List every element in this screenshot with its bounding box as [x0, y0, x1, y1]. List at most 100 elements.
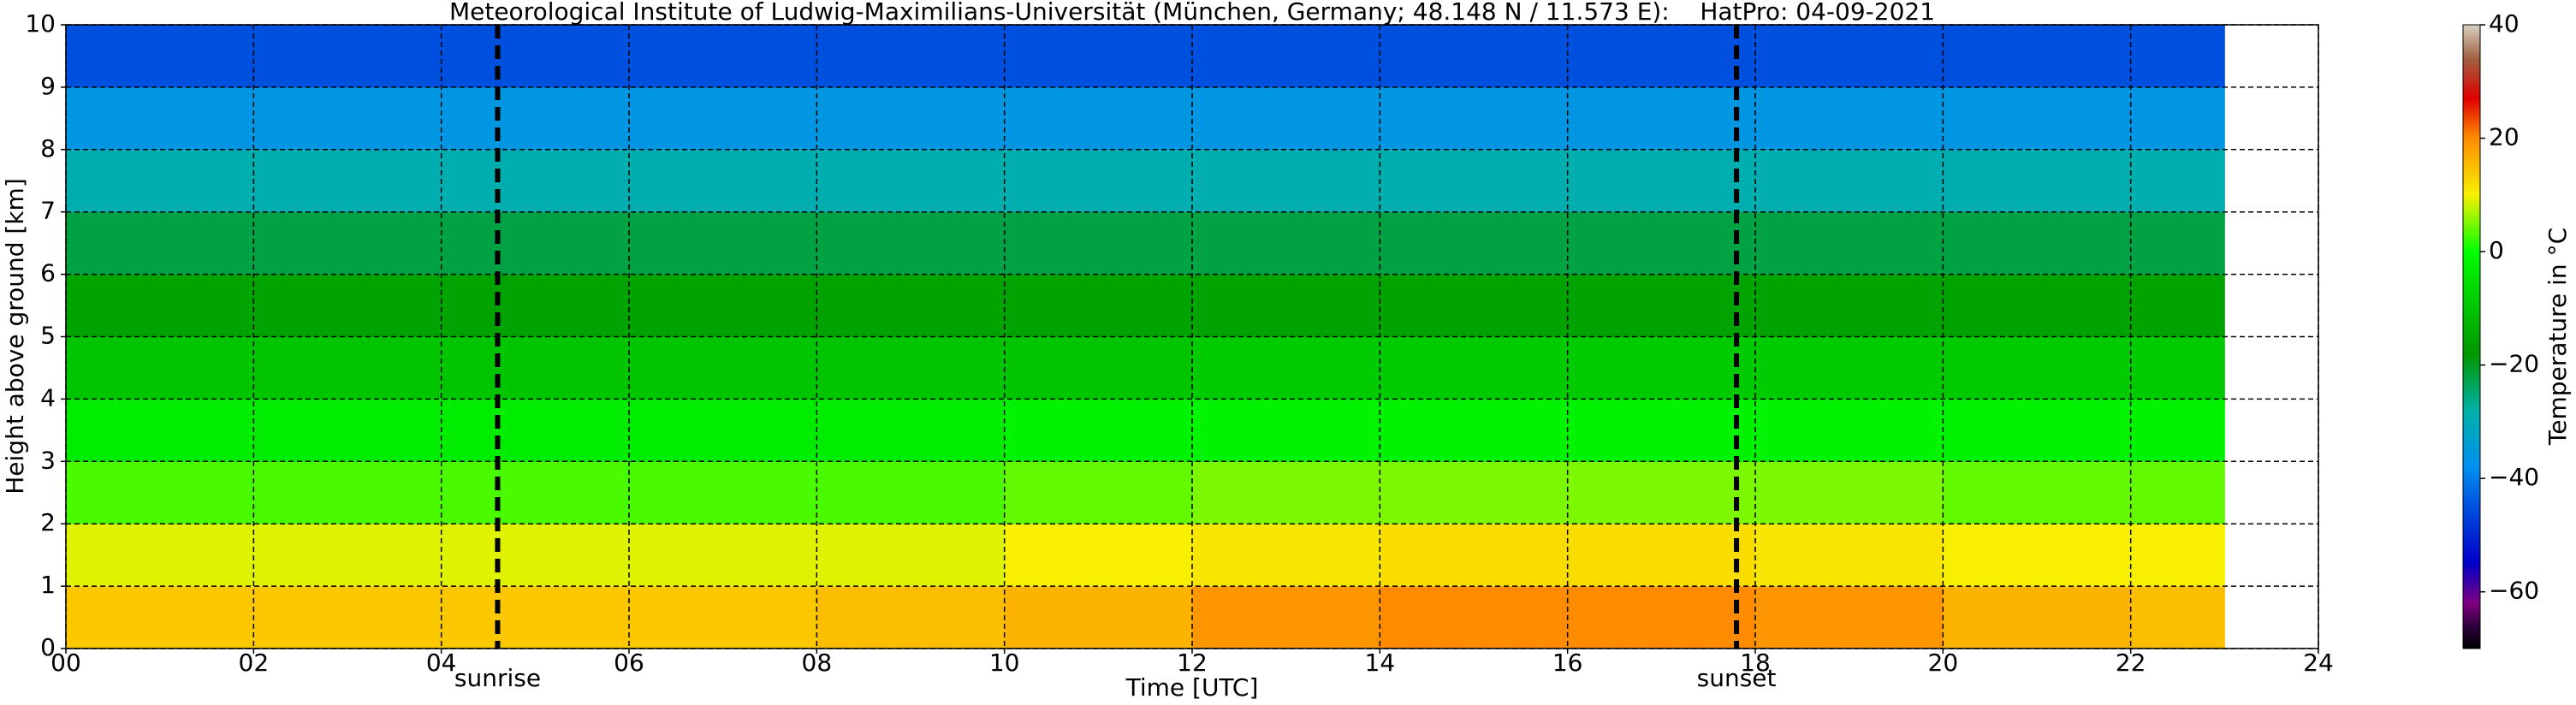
heatmap-cell: [2130, 211, 2225, 275]
heatmap-cell: [1943, 149, 2132, 213]
heatmap-cell: [1380, 86, 1569, 151]
plot-frame: [65, 24, 2319, 649]
heatmap-cell: [1004, 586, 1193, 649]
heatmap-cell: [629, 274, 817, 337]
heatmap-cell: [1943, 399, 2132, 462]
heatmap-cell: [1755, 399, 1944, 462]
heatmap-cell: [441, 524, 630, 587]
heatmap-cell: [2130, 586, 2225, 649]
x-tick-label: 10: [989, 649, 1020, 677]
y-tick-label: 9: [40, 72, 56, 100]
heatmap-cell: [1755, 86, 1944, 151]
x-tick-label: 04: [426, 649, 457, 677]
colorbar-tick-label: 20: [2489, 123, 2520, 151]
x-tick-label: 00: [50, 649, 81, 677]
heatmap-cell: [1380, 399, 1569, 462]
heatmap-cell: [441, 211, 630, 275]
heatmap-cell: [1192, 25, 1380, 88]
heatmap-cell: [629, 586, 817, 649]
heatmap-cell: [66, 461, 254, 524]
colorbar-label: Temperature in °C: [2543, 228, 2572, 446]
heatmap-cell: [1192, 461, 1380, 524]
colorbar-tick-label: 0: [2489, 236, 2504, 264]
heatmap-cell: [1380, 25, 1569, 88]
heatmap-cell: [816, 149, 1006, 213]
heatmap-cell: [1380, 336, 1569, 400]
heatmap-cell: [1192, 586, 1380, 649]
heatmap-cell: [253, 461, 442, 524]
colorbar-tick-label: −60: [2489, 577, 2539, 605]
heatmap-cell: [1755, 25, 1944, 88]
heatmap-cell: [1567, 524, 1756, 587]
heatmap-cell: [816, 336, 1006, 400]
heatmap-cell: [1755, 524, 1944, 587]
heatmap-cell: [629, 336, 817, 400]
heatmap-cell: [816, 399, 1006, 462]
y-tick-label: 0: [40, 633, 56, 661]
y-tick-label: 5: [40, 322, 56, 350]
heatmap-cell: [1943, 211, 2132, 275]
heatmap-cell: [629, 211, 817, 275]
heatmap-cell: [1567, 336, 1756, 400]
heatmap-cell: [1380, 524, 1569, 587]
heatmap-cell: [1192, 399, 1380, 462]
heatmap-cell: [1004, 399, 1193, 462]
heatmap-cell: [1943, 461, 2132, 524]
heatmap-cell: [629, 461, 817, 524]
heatmap-cell: [629, 86, 817, 151]
heatmap-cell: [66, 149, 254, 213]
heatmap-cell: [1567, 86, 1756, 151]
heatmap-cell: [816, 586, 1006, 649]
heatmap-cell: [1755, 274, 1944, 337]
annotation-label: sunset: [1697, 664, 1777, 692]
heatmap-cell: [253, 211, 442, 275]
heatmap-cell: [816, 25, 1006, 88]
heatmap-cell: [1192, 86, 1380, 151]
heatmap-cell: [253, 25, 442, 88]
heatmap-cell: [441, 586, 630, 649]
heatmap-cell: [1755, 336, 1944, 400]
x-tick-label: 16: [1552, 649, 1583, 677]
heatmap-cell: [629, 399, 817, 462]
heatmap-cell: [1943, 25, 2132, 88]
colorbar-tick-label: 40: [2489, 9, 2520, 38]
heatmap-cell: [441, 86, 630, 151]
heatmap-cell: [441, 25, 630, 88]
y-tick-label: 8: [40, 134, 56, 163]
x-tick-label: 06: [614, 649, 644, 677]
heatmap-cell: [1943, 86, 2132, 151]
heatmap-cell: [441, 336, 630, 400]
heatmap-cell: [66, 86, 254, 151]
heatmap-cell: [816, 461, 1006, 524]
heatmap-cell: [66, 336, 254, 400]
x-tick-label: 08: [802, 649, 833, 677]
heatmap-cell: [66, 586, 254, 649]
heatmap-cell: [1004, 86, 1193, 151]
colorbar-tick-label: −40: [2489, 463, 2539, 491]
heatmap-cell: [629, 149, 817, 213]
heatmap-cell: [441, 149, 630, 213]
heatmap-cell: [1192, 336, 1380, 400]
heatmap-cell: [1380, 274, 1569, 337]
heatmap-cell: [441, 274, 630, 337]
heatmap-cell: [253, 336, 442, 400]
heatmap-cell: [1192, 149, 1380, 213]
heatmap-cell: [1380, 586, 1569, 649]
heatmap-cell: [1004, 336, 1193, 400]
heatmap-cell: [253, 86, 442, 151]
y-tick-label: 2: [40, 508, 56, 536]
heatmap-cell: [253, 524, 442, 587]
x-tick-label: 12: [1177, 649, 1208, 677]
heatmap-cell: [1755, 211, 1944, 275]
heatmap-cell: [441, 399, 630, 462]
heatmap-cell: [1004, 461, 1193, 524]
heatmap-cell: [2130, 461, 2225, 524]
heatmap-cell: [1943, 586, 2132, 649]
heatmap-cell: [1004, 149, 1193, 213]
heatmap-cell: [1192, 211, 1380, 275]
heatmap-cell: [2130, 149, 2225, 213]
heatmap-cell: [1380, 211, 1569, 275]
heatmap-cell: [1943, 524, 2132, 587]
colorbar: [2462, 24, 2481, 649]
